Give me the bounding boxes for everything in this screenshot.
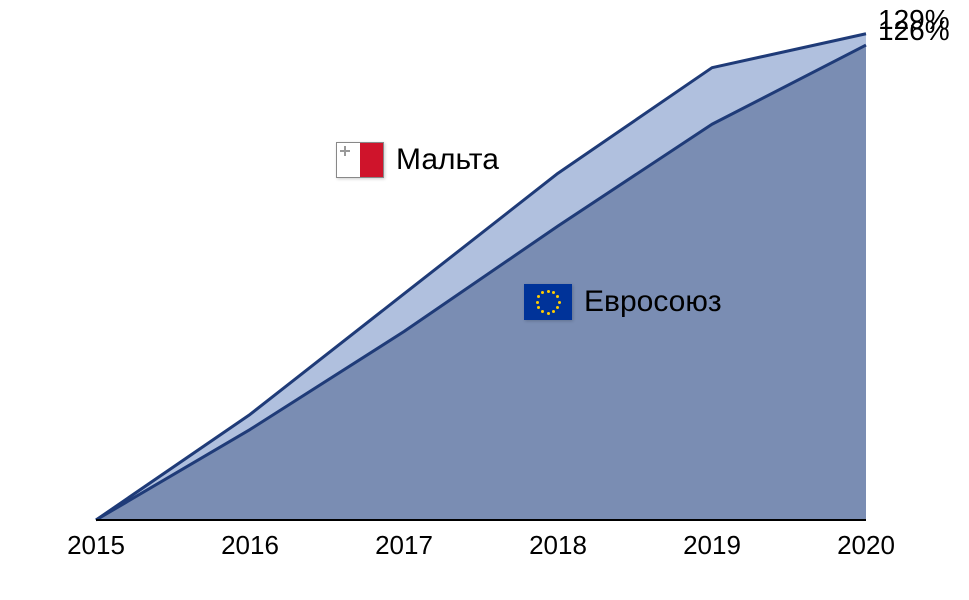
area-chart: 201520162017201820192020 129%126% Мальта… [40, 20, 930, 580]
x-tick-label: 2018 [529, 530, 587, 561]
legend-label: Мальта [396, 143, 499, 177]
legend-item: Мальта [336, 142, 499, 178]
chart-svg [40, 20, 930, 580]
legend-label: Евросоюз [584, 285, 722, 319]
x-tick-label: 2020 [837, 530, 895, 561]
x-tick-label: 2015 [67, 530, 125, 561]
malta-flag-icon [336, 142, 384, 178]
x-tick-label: 2016 [221, 530, 279, 561]
series-end-label: 126% [878, 15, 950, 47]
eu-flag-icon [524, 284, 572, 320]
x-tick-label: 2019 [683, 530, 741, 561]
legend-item: Евросоюз [524, 284, 722, 320]
x-tick-label: 2017 [375, 530, 433, 561]
